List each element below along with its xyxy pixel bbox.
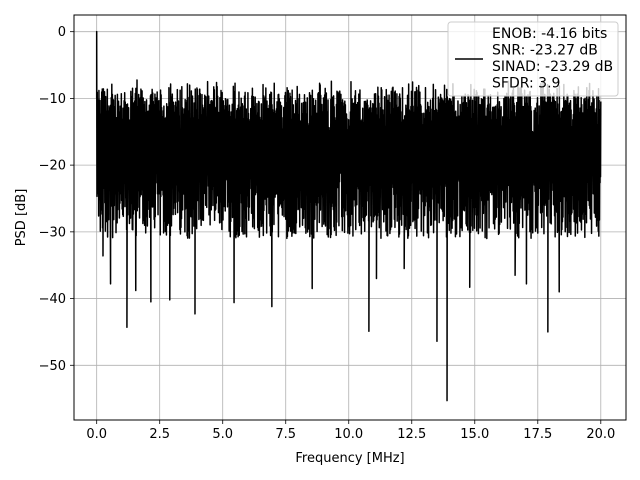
plot-frame [73, 14, 627, 421]
x-axis-ticks: 0.0 2.5 5.0 7.5 10.0 12.5 15.0 17.5 20.0 [86, 420, 615, 442]
legend-entry-line: SNR: -23.27 dB [492, 43, 598, 59]
x-tick-label: 7.5 [275, 427, 296, 442]
legend-entry-line: ENOB: -4.16 bits [492, 26, 607, 42]
legend-entry-line: SINAD: -23.29 dB [492, 59, 613, 75]
x-tick-label: 2.5 [149, 427, 170, 442]
y-axis-label: PSD [dB] [14, 189, 29, 247]
x-tick-label: 12.5 [397, 427, 426, 442]
y-tick-label: −50 [39, 359, 66, 374]
y-axis-ticks: 0 −10 −20 −30 −40 −50 [39, 25, 74, 374]
y-tick-label: −10 [39, 92, 66, 107]
psd-series-line [95, 30, 602, 402]
y-tick-label: −40 [39, 292, 66, 307]
legend-entry-line: SFDR: 3.9 [492, 76, 560, 92]
x-tick-label: 15.0 [460, 427, 489, 442]
legend-entry-label: ENOB: -4.16 bits SNR: -23.27 dB SINAD: -23… [492, 26, 613, 92]
legend: ENOB: -4.16 bits SNR: -23.27 dB SINAD: -23… [447, 21, 619, 97]
x-tick-label: 5.0 [212, 427, 233, 442]
x-tick-label: 20.0 [586, 427, 615, 442]
x-tick-label: 17.5 [523, 427, 552, 442]
legend-box [447, 21, 619, 97]
y-tick-label: −30 [39, 225, 66, 240]
x-tick-label: 0.0 [86, 427, 107, 442]
x-tick-label: 10.0 [334, 427, 363, 442]
y-tick-label: 0 [58, 25, 66, 40]
x-axis-label: Frequency [MHz] [295, 451, 404, 466]
y-tick-label: −20 [39, 159, 66, 174]
